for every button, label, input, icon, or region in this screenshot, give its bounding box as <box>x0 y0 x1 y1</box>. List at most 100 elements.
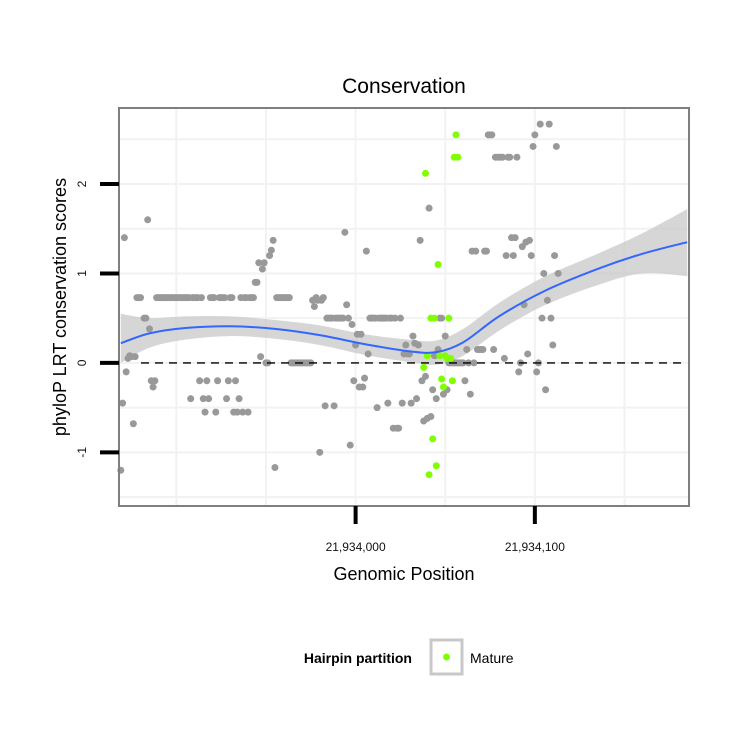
data-point <box>232 377 240 385</box>
data-point <box>551 252 559 260</box>
legend-key-mature <box>443 653 450 661</box>
data-point <box>244 408 252 416</box>
data-point <box>122 368 130 376</box>
data-point-mature <box>423 352 431 360</box>
data-point <box>316 448 324 456</box>
data-point <box>137 294 145 302</box>
data-point <box>310 303 318 311</box>
data-point-mature <box>448 377 456 385</box>
data-point <box>285 294 293 302</box>
data-point <box>525 236 533 244</box>
y-tick-label: 1 <box>75 270 89 277</box>
data-point <box>427 413 435 421</box>
legend-title: Hairpin partition <box>304 650 412 666</box>
data-point <box>131 353 139 361</box>
data-point <box>144 216 152 224</box>
data-point <box>490 345 498 353</box>
x-tick-label: 21,934,100 <box>505 540 565 554</box>
data-point <box>197 294 205 302</box>
data-point <box>346 441 354 449</box>
data-point <box>210 294 218 302</box>
data-point <box>196 377 204 385</box>
data-point <box>488 131 496 139</box>
data-point <box>269 236 277 244</box>
data-point <box>438 314 446 322</box>
data-point <box>425 204 433 212</box>
data-point <box>255 259 263 267</box>
data-point <box>228 294 236 302</box>
data-point <box>129 420 137 428</box>
x-tick-label: 21,934,000 <box>326 540 386 554</box>
data-point <box>422 372 430 380</box>
panel-border <box>118 107 690 507</box>
data-point <box>249 294 257 302</box>
smooth-curve-layer <box>120 241 688 354</box>
data-point <box>344 314 352 322</box>
data-point <box>350 377 358 385</box>
data-point <box>470 359 478 367</box>
data-point <box>258 265 266 273</box>
data-point <box>441 332 449 340</box>
data-point <box>271 464 279 472</box>
data-point <box>359 383 367 391</box>
data-point <box>391 314 399 322</box>
data-point-mature <box>430 314 438 322</box>
smooth-curve <box>120 241 688 354</box>
data-point <box>257 353 265 361</box>
data-point <box>552 142 560 150</box>
data-point <box>429 386 437 394</box>
data-point <box>119 399 127 407</box>
data-point <box>479 345 487 353</box>
data-point <box>509 252 517 260</box>
data-point <box>542 386 550 394</box>
data-point <box>472 247 480 255</box>
data-point <box>384 399 392 407</box>
data-point <box>145 325 153 333</box>
data-point <box>529 142 537 150</box>
data-point-mature <box>439 383 447 391</box>
data-point <box>373 404 381 412</box>
data-point <box>203 377 211 385</box>
data-point <box>402 341 410 349</box>
points-layer <box>117 120 562 479</box>
data-point-mature <box>425 471 433 479</box>
data-point <box>531 131 539 139</box>
data-point <box>267 246 275 254</box>
y-tick-label: 2 <box>75 180 89 187</box>
data-point <box>543 296 551 304</box>
data-point <box>409 332 417 340</box>
data-point <box>407 399 415 407</box>
data-point-mature <box>429 435 437 443</box>
y-tick-label: 0 <box>75 359 89 366</box>
data-point <box>533 368 541 376</box>
data-point <box>547 314 555 322</box>
data-point <box>120 234 128 242</box>
data-point <box>463 345 471 353</box>
data-point <box>466 390 474 398</box>
panel-background <box>119 108 689 506</box>
chart-title: Conservation <box>342 75 466 98</box>
data-point <box>341 228 349 236</box>
data-point <box>319 294 327 302</box>
data-point <box>416 236 424 244</box>
y-tick-label: -1 <box>75 447 89 458</box>
data-point-mature <box>447 354 455 362</box>
data-point <box>430 352 438 360</box>
data-point <box>266 252 274 260</box>
data-point <box>482 247 490 255</box>
data-point <box>199 395 207 403</box>
data-point <box>511 234 519 242</box>
data-point <box>339 314 347 322</box>
data-point <box>461 377 469 385</box>
data-point <box>538 314 546 322</box>
data-point <box>554 269 562 277</box>
legend: Hairpin partition Mature <box>304 638 514 676</box>
data-point-mature <box>436 352 444 360</box>
data-point <box>321 402 329 410</box>
data-point <box>361 374 369 382</box>
data-point <box>235 395 243 403</box>
legend-label-mature: Mature <box>470 650 514 666</box>
data-point <box>221 294 229 302</box>
data-point <box>187 395 195 403</box>
